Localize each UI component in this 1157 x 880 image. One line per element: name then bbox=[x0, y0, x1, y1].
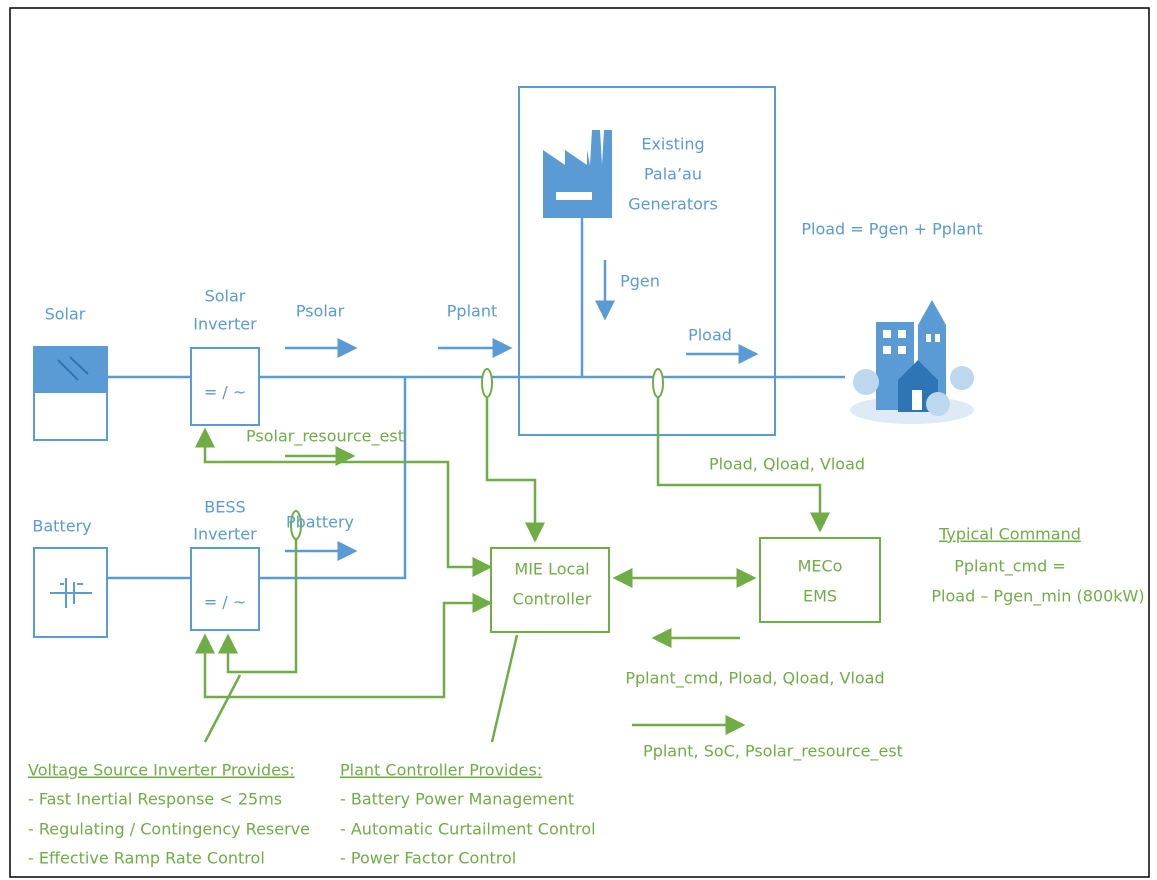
label: = / ~ bbox=[204, 383, 246, 402]
label: Typical Command bbox=[938, 525, 1081, 544]
label: - Automatic Curtailment Control bbox=[340, 820, 596, 839]
label: Generators bbox=[628, 195, 718, 214]
label: Pload, Qload, Vload bbox=[709, 455, 865, 474]
label: Pgen bbox=[620, 272, 660, 291]
label: Pload bbox=[688, 326, 732, 345]
label: Plant Controller Provides: bbox=[340, 761, 542, 780]
label: Battery bbox=[32, 517, 91, 536]
label: EMS bbox=[803, 587, 837, 606]
label: Pload – Pgen_min (800kW) bbox=[931, 587, 1144, 607]
label: - Battery Power Management bbox=[340, 790, 574, 809]
solar-inverter bbox=[190, 347, 260, 426]
battery-icon bbox=[50, 578, 92, 608]
label: MECo bbox=[798, 557, 843, 576]
label: Pala’au bbox=[644, 165, 702, 184]
label: Solar bbox=[205, 287, 246, 306]
label: Pbattery bbox=[286, 513, 354, 532]
label: Inverter bbox=[193, 525, 257, 544]
label: - Regulating / Contingency Reserve bbox=[28, 820, 310, 839]
label: Voltage Source Inverter Provides: bbox=[28, 761, 295, 780]
label: - Effective Ramp Rate Control bbox=[28, 849, 265, 868]
solar-panel bbox=[33, 346, 108, 441]
label: Pload = Pgen + Pplant bbox=[801, 220, 982, 239]
label: Inverter bbox=[193, 315, 257, 334]
label: Pplant bbox=[447, 302, 497, 321]
label: Pplant, SoC, Psolar_resource_est bbox=[643, 742, 903, 762]
label: = / ~ bbox=[204, 593, 246, 612]
city-icon bbox=[850, 300, 974, 424]
label: Controller bbox=[513, 590, 592, 609]
label: Solar bbox=[45, 305, 86, 324]
green-lines bbox=[195, 368, 881, 743]
label: Psolar bbox=[296, 302, 345, 321]
bess-inverter bbox=[190, 547, 260, 631]
label: BESS bbox=[204, 498, 245, 517]
label: Existing bbox=[641, 135, 704, 154]
label: - Fast Inertial Response < 25ms bbox=[28, 790, 282, 809]
factory-icon bbox=[543, 130, 612, 218]
label: - Power Factor Control bbox=[340, 849, 516, 868]
label: Pplant_cmd = bbox=[954, 557, 1066, 577]
labels: Solar Solar Inverter = / ~ Battery BESS … bbox=[28, 135, 1145, 868]
label: MIE Local bbox=[514, 560, 589, 579]
label: Pplant_cmd, Pload, Qload, Vload bbox=[625, 669, 884, 689]
label: Psolar_resource_est bbox=[246, 427, 404, 447]
frame bbox=[9, 7, 1150, 878]
